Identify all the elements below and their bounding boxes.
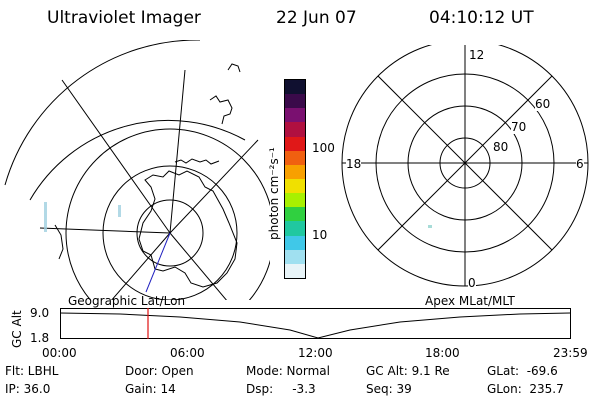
- ip-status: IP: 36.0: [5, 382, 51, 396]
- colorbar-segment: [285, 207, 305, 222]
- dsp-status: Dsp: -3.3: [246, 382, 316, 396]
- colorbar-tick-10: 10: [312, 228, 328, 242]
- timeline-y-tick-high: 9.0: [30, 306, 50, 320]
- timeline-x-tick-2359: 23:59: [553, 346, 588, 360]
- colorbar-segment: [285, 80, 305, 95]
- mlt-label-0: 0: [468, 276, 476, 290]
- colorbar-segment: [285, 136, 305, 151]
- gain-status: Gain: 14: [125, 382, 176, 396]
- colorbar-segment: [285, 235, 305, 250]
- mlt-label-18: 18: [346, 157, 362, 171]
- timeline-x-tick-1200: 12:00: [298, 346, 333, 360]
- antarctica-coastline: [138, 170, 238, 288]
- lon-line: [169, 69, 186, 234]
- lat-arc: [4, 40, 200, 186]
- polar-plot: [341, 45, 589, 287]
- time-label: 04:10:12 UT: [429, 8, 534, 28]
- lat-circle: [102, 165, 238, 300]
- instrument-title: Ultraviolet Imager: [47, 8, 201, 28]
- lat-label-70: 70: [511, 120, 527, 134]
- lon-line: [61, 79, 171, 234]
- colorbar-unit-label: photon cm⁻²s⁻¹: [267, 147, 281, 240]
- geographic-map: [4, 40, 270, 300]
- colorbar-segment: [285, 178, 305, 194]
- polar-diagonal: [377, 75, 553, 251]
- colorbar-segment: [285, 122, 305, 137]
- peninsula-coastline: [174, 158, 220, 165]
- lat-label-80: 80: [493, 140, 509, 154]
- timeline-x-tick-0600: 06:00: [170, 346, 205, 360]
- colorbar-segment: [285, 249, 305, 264]
- filter-status: Flt: LBHL: [5, 364, 59, 378]
- timeline-plot: [60, 308, 571, 339]
- colorbar-segment: [285, 108, 305, 123]
- mlt-label-12: 12: [469, 48, 485, 62]
- altitude-curve: [60, 312, 571, 339]
- lat-label-60: 60: [535, 97, 551, 111]
- south-america-coastline: [209, 95, 233, 125]
- aurora-patch: [428, 225, 432, 228]
- colorbar-segment: [285, 150, 305, 165]
- timeline-frame: [60, 308, 571, 339]
- colorbar-segment: [285, 221, 305, 236]
- colorbar-segment: [285, 193, 305, 208]
- lat-circle: [136, 199, 204, 267]
- date-label: 22 Jun 07: [276, 8, 357, 28]
- mode-status: Mode: Normal: [246, 364, 330, 378]
- color-scale-bar: [284, 79, 306, 279]
- colorbar-segment: [285, 164, 305, 179]
- coastline-fragment: [227, 63, 241, 73]
- lon-line: [111, 232, 171, 300]
- aurora-patch: [44, 202, 47, 232]
- timeline-x-tick-0000: 00:00: [42, 346, 77, 360]
- lon-line: [169, 139, 259, 234]
- gc-alt-status: GC Alt: 9.1 Re: [366, 364, 450, 378]
- colorbar-segment: [285, 263, 305, 278]
- timeline-axis-title: GC Alt: [10, 310, 24, 348]
- colorbar-tick-100: 100: [312, 141, 335, 155]
- timeline-y-tick-low: 1.8: [30, 331, 50, 345]
- lat-arc: [29, 119, 246, 201]
- seq-status: Seq: 39: [366, 382, 412, 396]
- ground-track: [145, 232, 171, 293]
- glon-status: GLon: 235.7: [487, 382, 564, 396]
- geographic-label: Geographic Lat/Lon: [68, 294, 186, 308]
- lon-line: [39, 227, 171, 234]
- door-status: Door: Open: [125, 364, 194, 378]
- timeline-x-tick-1800: 18:00: [425, 346, 460, 360]
- lat-circle: [65, 128, 270, 300]
- apex-label: Apex MLat/MLT: [425, 294, 515, 308]
- glat-status: GLat: -69.6: [487, 364, 558, 378]
- mlt-label-6: 6: [576, 157, 584, 171]
- coastline-fragment: [54, 224, 64, 260]
- lon-line: [169, 232, 227, 300]
- aurora-patch: [118, 205, 121, 217]
- colorbar-segment: [285, 94, 305, 109]
